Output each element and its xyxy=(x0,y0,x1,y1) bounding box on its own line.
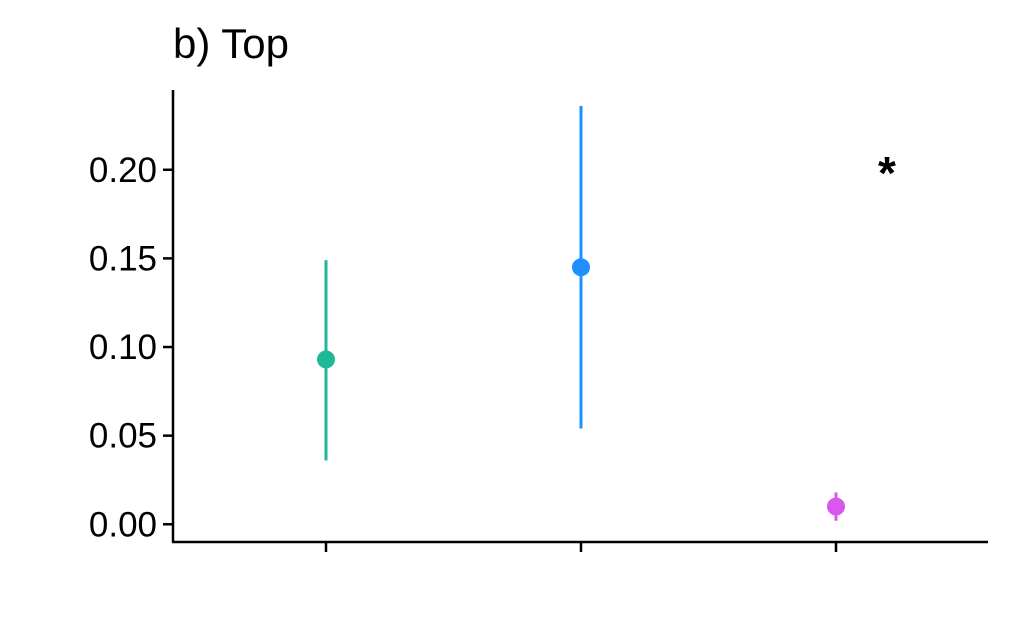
y-tick-label: 0.00 xyxy=(89,505,157,544)
chart-title: b) Top xyxy=(173,20,289,67)
annotations: * xyxy=(878,147,896,199)
data-point xyxy=(572,258,590,277)
y-tick-label: 0.20 xyxy=(89,151,157,190)
significance-annotation: * xyxy=(878,147,896,199)
data-points xyxy=(317,258,845,516)
y-axis-ticks: 0.00 0.05 0.10 0.15 0.20 xyxy=(89,151,173,544)
y-tick-label: 0.05 xyxy=(89,417,157,456)
y-tick-label: 0.15 xyxy=(89,239,157,278)
y-tick-label: 0.10 xyxy=(89,328,157,367)
data-point xyxy=(317,350,335,369)
data-point xyxy=(827,497,845,516)
error-bars xyxy=(324,105,838,521)
x-axis-ticks xyxy=(324,542,838,552)
